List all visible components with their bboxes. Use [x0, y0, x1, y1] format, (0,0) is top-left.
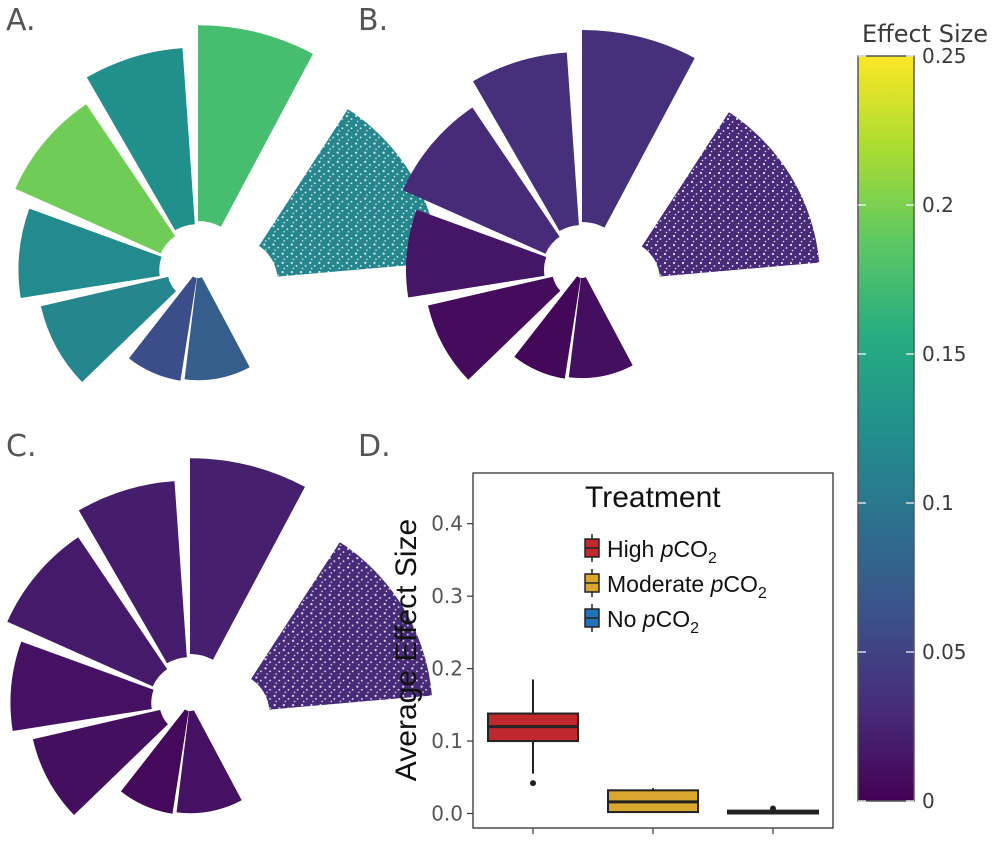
boxes: [487, 679, 819, 815]
outlier-point: [770, 805, 776, 812]
legend-key: [584, 569, 600, 597]
spiral-segment: [402, 107, 560, 254]
legend-label-prefix: No: [607, 606, 643, 632]
box-moderate-pco2: [607, 788, 699, 814]
spiral-heatmap-a: [15, 25, 440, 382]
legend-label: High pCO2: [607, 536, 717, 567]
spiral-segment: [120, 709, 189, 814]
colorbar-tick-label: 0.1: [922, 491, 954, 515]
legend-label: No pCO2: [607, 606, 699, 637]
legend-title: Treatment: [585, 481, 721, 514]
colorbar-tick-label: 0.25: [922, 44, 967, 68]
legend-label-italic: p: [642, 606, 656, 632]
box-no-pco2: [727, 805, 819, 815]
plot-frame: [472, 472, 834, 829]
box-high-pco2: [487, 679, 579, 787]
legend-label-prefix: High: [607, 536, 661, 562]
panel-label-a: A.: [6, 3, 36, 38]
colorbar-gradient: [857, 55, 915, 802]
legend-label: Moderate pCO2: [607, 571, 767, 602]
y-tick-label: 0.1: [431, 729, 463, 753]
panel-label-b: B.: [358, 3, 388, 38]
legend-key: [584, 604, 600, 632]
spiral-segment: [32, 709, 168, 815]
y-axis: 0.0 0.1 0.2 0.3 0.4: [431, 512, 473, 826]
y-tick-label: 0.4: [431, 512, 463, 536]
spiral-segment: [190, 458, 305, 660]
spiral-heatmap-c: [7, 458, 432, 815]
spiral-segment: [40, 276, 176, 382]
spiral-segment: [18, 208, 162, 299]
spiral-segment: [15, 104, 176, 254]
boxplot-panel: 0.0 0.1 0.2 0.3 0.4 Average Effect Size Trea…: [390, 472, 834, 834]
legend-label-italic: p: [710, 571, 724, 597]
y-axis-title: Average Effect Size: [390, 519, 423, 781]
spiral-segment: [10, 641, 154, 732]
spiral-segment: [184, 277, 250, 381]
colorbar: Effect Size 0.25 0.2 0.15 0.1 0.05 0: [857, 20, 988, 813]
y-tick-label: 0.3: [431, 584, 463, 608]
spiral-segment: [78, 481, 187, 664]
spiral-heatmap-b: [402, 30, 820, 380]
legend-label-italic: p: [660, 536, 674, 562]
legend-label-prefix: Moderate: [607, 571, 711, 597]
spiral-segment-speckle: [641, 112, 820, 277]
spiral-segment: [198, 25, 313, 227]
spiral-segment: [176, 710, 242, 814]
legend-label-subscript: 2: [708, 550, 717, 567]
colorbar-title: Effect Size: [862, 20, 988, 48]
spiral-segment: [86, 48, 195, 231]
outlier-point: [530, 780, 536, 787]
colorbar-tick-label: 0.2: [922, 193, 954, 217]
x-axis: [532, 828, 774, 834]
spiral-segment: [568, 277, 633, 379]
legend-label-subscript: 2: [690, 620, 699, 637]
colorbar-tick-label: 0.05: [922, 640, 967, 664]
legend-label-main: CO: [674, 536, 709, 562]
legend-label-main: CO: [656, 606, 691, 632]
colorbar-tick-label: 0: [922, 789, 935, 813]
colorbar-ticks: 0.25 0.2 0.15 0.1 0.05 0: [858, 44, 967, 813]
spiral-segment-speckle: [250, 542, 432, 710]
panel-label-c: C.: [6, 429, 36, 464]
panel-label-d: D.: [358, 429, 391, 464]
legend-label-subscript: 2: [758, 585, 767, 602]
y-tick-label: 0.2: [431, 657, 463, 681]
legend-label-main: CO: [723, 571, 758, 597]
legend-key: [584, 534, 600, 562]
spiral-segment: [128, 276, 197, 381]
spiral-segment: [7, 537, 168, 687]
spiral-segment: [428, 276, 561, 380]
spiral-segment-speckle: [258, 109, 440, 277]
spiral-segment: [514, 276, 581, 379]
spiral-segment: [473, 52, 579, 231]
spiral-segment: [582, 30, 695, 228]
colorbar-tick-label: 0.15: [922, 342, 967, 366]
y-tick-label: 0.0: [431, 802, 463, 826]
spiral-segment: [406, 209, 547, 298]
